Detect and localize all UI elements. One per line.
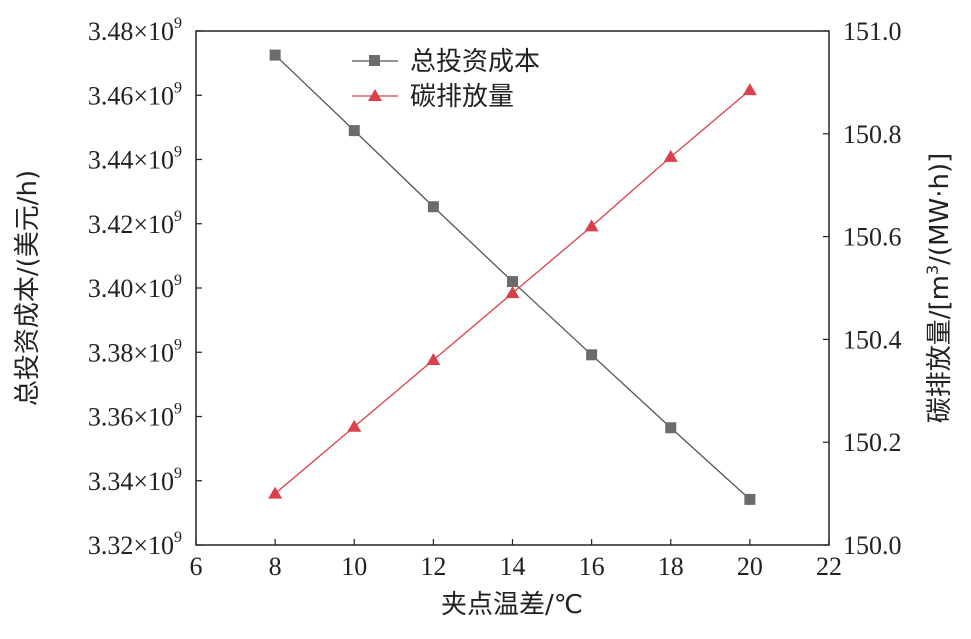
- left-y-tick-exponent: 9: [174, 336, 182, 353]
- left-y-tick-exponent: 9: [174, 79, 182, 96]
- right-y-axis-title: 碳排放量/[m3/(MW·h)]: [923, 153, 955, 424]
- data-point-total-cost: [586, 349, 598, 361]
- data-point-total-cost: [427, 201, 439, 213]
- data-point-total-cost: [269, 49, 281, 61]
- left-y-tick-exponent: 9: [174, 529, 182, 546]
- left-y-tick-exponent: 9: [174, 272, 182, 289]
- left-y-tick-times-ten: ×10: [133, 338, 174, 367]
- left-y-tick-exponent: 9: [174, 15, 182, 32]
- left-y-axis-title: 总投资成本/(美元/h): [13, 170, 43, 406]
- x-tick-label: 22: [816, 552, 842, 581]
- x-tick-label: 8: [269, 552, 282, 581]
- legend-marker-triangle: [368, 89, 382, 101]
- data-point-carbon-emission: [663, 149, 678, 162]
- right-y-tick-label: 150.8: [843, 120, 902, 149]
- data-point-total-cost: [507, 276, 518, 288]
- left-y-tick-mantissa: 3.32: [88, 531, 134, 560]
- right-y-axis-ticks: 150.0 150.2 150.4 150.6 150.8 151.0: [823, 17, 902, 560]
- left-y-tick-mantissa: 3.34: [88, 467, 134, 496]
- left-y-tick-mantissa: 3.38: [88, 338, 134, 367]
- x-tick-label: 12: [420, 552, 446, 581]
- legend: 总投资成本 碳排放量: [352, 47, 540, 112]
- left-y-tick-times-ten: ×10: [133, 403, 174, 432]
- left-y-tick-exponent: 9: [174, 144, 182, 161]
- right-y-axis-title-superscript: 3: [923, 265, 942, 275]
- data-point-carbon-emission: [742, 83, 757, 96]
- x-axis-title: 夹点温差/℃: [441, 590, 583, 620]
- left-y-tick-times-ten: ×10: [133, 17, 174, 46]
- left-y-tick-times-ten: ×10: [133, 274, 174, 303]
- right-y-tick-label: 151.0: [843, 17, 902, 46]
- left-y-tick-times-ten: ×10: [133, 210, 174, 239]
- data-point-carbon-emission: [426, 352, 441, 365]
- x-tick-label: 10: [341, 552, 367, 581]
- right-y-axis-title-tail: /(MW·h)]: [925, 153, 955, 265]
- left-y-tick-exponent: 9: [174, 401, 182, 418]
- x-tick-label: 6: [190, 552, 203, 581]
- legend-label-carbon: 碳排放量: [410, 82, 514, 112]
- left-y-tick-mantissa: 3.36: [88, 403, 134, 432]
- left-y-tick-label: 3.48×109: [88, 15, 182, 46]
- left-y-tick-label: 3.34×109: [88, 465, 182, 496]
- left-y-tick-exponent: 9: [174, 208, 182, 225]
- data-point-carbon-emission: [584, 219, 599, 232]
- x-tick-label: 18: [658, 552, 684, 581]
- left-y-tick-mantissa: 3.48: [88, 17, 134, 46]
- left-y-tick-mantissa: 3.44: [88, 146, 134, 175]
- right-y-axis-title-main: 碳排放量/[m: [925, 275, 955, 423]
- data-point-carbon-emission: [268, 486, 283, 499]
- left-y-tick-exponent: 9: [174, 465, 182, 482]
- right-y-tick-label: 150.6: [843, 223, 902, 252]
- legend-marker-square: [369, 55, 380, 66]
- left-y-tick-times-ten: ×10: [133, 531, 174, 560]
- data-point-carbon-emission: [347, 419, 362, 432]
- left-y-tick-times-ten: ×10: [133, 146, 174, 175]
- legend-label-total-cost: 总投资成本: [410, 47, 540, 77]
- data-point-total-cost: [348, 125, 360, 137]
- left-y-tick-label: 3.42×109: [88, 208, 182, 239]
- left-y-axis-ticks: 3.32×1093.34×1093.36×1093.38×1093.40×109…: [88, 15, 202, 560]
- left-y-tick-label: 3.32×109: [88, 529, 182, 560]
- right-y-tick-label: 150.2: [843, 428, 902, 457]
- right-y-tick-label: 150.0: [843, 531, 902, 560]
- left-y-tick-mantissa: 3.40: [88, 274, 134, 303]
- data-point-total-cost: [744, 493, 756, 505]
- left-y-tick-label: 3.46×109: [88, 79, 182, 110]
- data-point-carbon-emission: [505, 286, 520, 299]
- left-y-tick-label: 3.40×109: [88, 272, 182, 303]
- left-y-tick-label: 3.44×109: [88, 144, 182, 175]
- x-axis-ticks: 6 8 10 12 14 16 18 20 22: [190, 539, 842, 581]
- left-y-tick-label: 3.36×109: [88, 401, 182, 432]
- left-y-tick-label: 3.38×109: [88, 336, 182, 367]
- x-tick-label: 20: [737, 552, 763, 581]
- left-y-tick-times-ten: ×10: [133, 81, 174, 110]
- series-layer: [268, 49, 757, 505]
- data-point-total-cost: [665, 422, 677, 434]
- x-tick-label: 14: [500, 552, 526, 581]
- right-y-tick-label: 150.4: [843, 325, 902, 354]
- left-y-tick-mantissa: 3.42: [88, 210, 134, 239]
- x-tick-label: 16: [579, 552, 605, 581]
- left-y-tick-mantissa: 3.46: [88, 81, 134, 110]
- left-y-tick-times-ten: ×10: [133, 467, 174, 496]
